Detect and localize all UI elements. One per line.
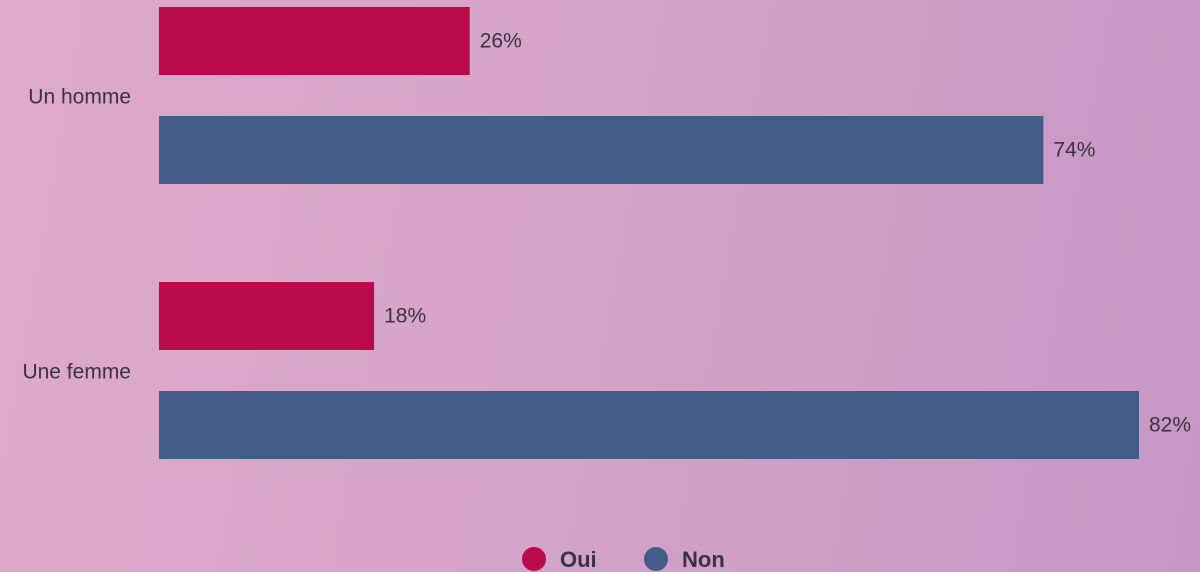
bar — [159, 116, 1044, 184]
value-label: 26% — [480, 30, 522, 53]
category-label: Un homme — [28, 86, 131, 109]
value-label: 82% — [1149, 414, 1191, 437]
legend-marker — [644, 547, 668, 571]
legend-text: Non — [682, 547, 725, 572]
legend-marker — [522, 547, 546, 571]
category-label: Une femme — [22, 361, 131, 384]
value-label: 74% — [1053, 139, 1095, 162]
bar — [159, 391, 1139, 459]
legend-text: Oui — [560, 547, 597, 572]
value-label: 18% — [384, 305, 426, 328]
bar — [159, 7, 470, 75]
bar — [159, 282, 375, 350]
